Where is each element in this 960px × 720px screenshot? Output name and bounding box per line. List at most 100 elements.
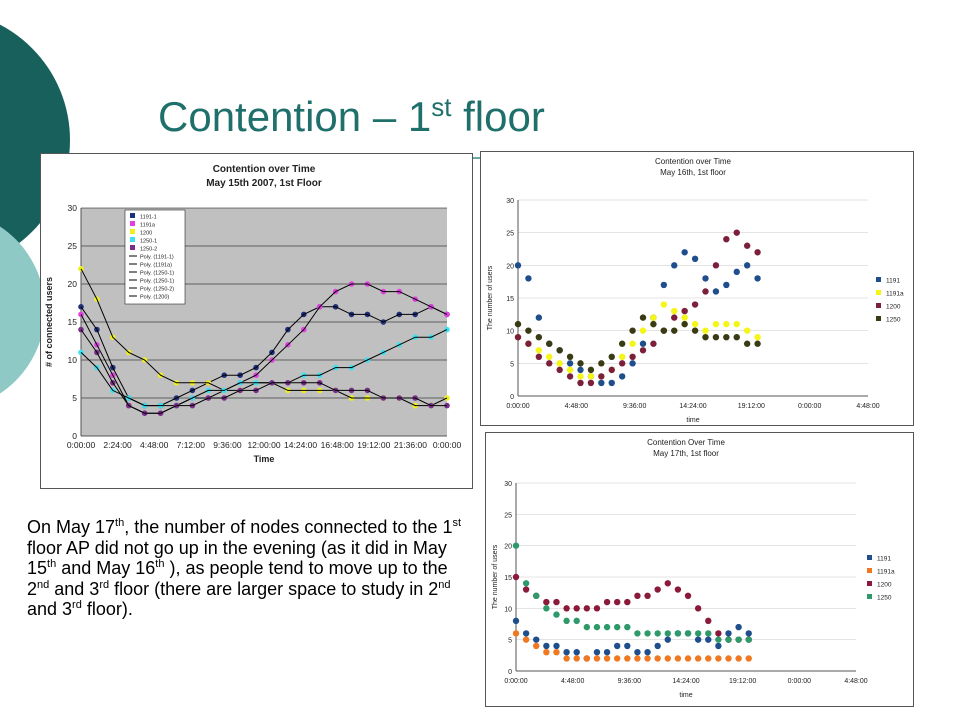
legend-swatch: [867, 581, 872, 586]
x-tick-label: 4:48:00: [140, 440, 169, 450]
data-point: [543, 598, 550, 606]
y-tick-label: 30: [504, 481, 512, 488]
x-tick-label: 4:48:00: [844, 678, 867, 685]
data-point: [573, 605, 580, 612]
data-point: [598, 360, 605, 367]
y-tick-label: 10: [504, 606, 512, 613]
data-point: [629, 327, 636, 334]
data-point: [553, 598, 560, 606]
data-point: [613, 598, 621, 606]
x-tick-label: 7:12:00: [177, 440, 206, 450]
y-axis-label: The number of users: [492, 544, 499, 609]
legend-label: 1191a: [877, 569, 895, 576]
data-point: [671, 314, 678, 321]
data-point: [624, 623, 631, 631]
legend-label: 1191: [886, 278, 900, 285]
legend-swatch: [130, 221, 135, 226]
data-point: [566, 353, 574, 360]
legend-label: Poly. (1250-1): [140, 279, 174, 285]
legend-label: Poly. (1191-1): [140, 255, 174, 261]
body-text-sup: nd: [37, 578, 50, 591]
legend-label: 1191a: [886, 291, 904, 298]
data-point: [587, 373, 595, 380]
chart-may15: 0 5 10 15 20 25 30 0:00:00 2:24:00 4:48:00 7:12:00…: [44, 164, 462, 464]
data-point: [639, 347, 647, 354]
data-point: [593, 623, 601, 631]
legend-label: 1191-1: [140, 215, 157, 221]
data-point: [674, 586, 682, 593]
legend-label: 1250: [886, 317, 901, 324]
x-tick-label: 19:12:00: [729, 678, 756, 685]
body-text-sup: th: [155, 558, 165, 570]
data-point: [514, 262, 522, 269]
data-point: [583, 623, 591, 631]
x-tick-label: 9:36:00: [623, 403, 646, 410]
data-point: [603, 598, 611, 606]
x-tick-label: 0:00:00: [67, 440, 96, 450]
data-point: [725, 630, 732, 637]
data-point: [723, 236, 730, 243]
x-axis-label: time: [679, 692, 692, 699]
data-point: [671, 307, 678, 315]
data-point: [694, 636, 702, 643]
data-point: [546, 340, 553, 347]
data-point: [543, 605, 550, 612]
data-point: [702, 288, 709, 295]
data-point: [702, 334, 709, 341]
data-point: [522, 580, 530, 587]
data-point: [660, 301, 668, 308]
data-point: [705, 617, 712, 625]
legend-label: Poly. (1191a): [140, 263, 172, 269]
data-point: [566, 366, 574, 374]
data-point: [543, 649, 550, 656]
data-point: [598, 379, 605, 387]
data-point: [514, 320, 522, 328]
data-point: [587, 366, 595, 374]
data-point: [735, 623, 742, 631]
legend-label: 1250: [877, 595, 892, 602]
data-point: [535, 347, 543, 354]
legend-swatch: [876, 303, 881, 308]
data-point: [577, 379, 584, 387]
chart-may16-panel: 0 5 10 15 20 25 30 0:00:00 4:48:00 9:36:00 14:24:0…: [480, 151, 914, 426]
data-point: [553, 611, 560, 618]
data-point: [671, 262, 678, 269]
y-tick-label: 10: [68, 355, 78, 365]
y-tick-label: 20: [506, 263, 514, 270]
data-point: [624, 598, 631, 606]
legend-label: 1250-2: [140, 247, 157, 253]
data-point: [674, 655, 682, 662]
data-point: [566, 360, 574, 367]
data-point: [634, 630, 641, 637]
legend-swatch: [876, 290, 881, 295]
data-point: [705, 630, 712, 637]
data-point: [556, 347, 563, 354]
data-point: [743, 340, 751, 347]
data-point: [618, 340, 626, 347]
data-point: [723, 320, 730, 328]
x-tick-label: 0:00:00: [433, 440, 462, 450]
body-text-sup: th: [115, 517, 125, 529]
title-text-end: floor: [451, 93, 545, 140]
chart-may16: 0 5 10 15 20 25 30 0:00:00 4:48:00 9:36:00 14:24:0…: [487, 157, 904, 424]
x-tick-label: 2:24:00: [103, 440, 132, 450]
y-tick-label: 30: [506, 198, 514, 205]
y-tick-label: 20: [68, 279, 78, 289]
data-point: [745, 630, 752, 637]
data-point: [535, 353, 543, 360]
y-tick-label: 5: [508, 638, 512, 645]
data-point: [681, 320, 688, 328]
data-point: [660, 327, 668, 334]
body-text-part: On May 17: [27, 517, 116, 537]
data-point: [629, 360, 636, 367]
data-point: [577, 366, 584, 374]
data-point: [705, 655, 712, 662]
body-text-part: and May 16: [56, 558, 156, 578]
data-point: [563, 655, 570, 662]
data-point: [533, 642, 540, 650]
x-axis-label: Time: [254, 454, 275, 464]
chart-title: Contention over Time: [213, 164, 316, 175]
body-text-sup: st: [452, 517, 462, 529]
body-text-sup: rd: [72, 599, 82, 611]
body-text-part: floor AP did not go up in the evening (a…: [27, 537, 447, 579]
